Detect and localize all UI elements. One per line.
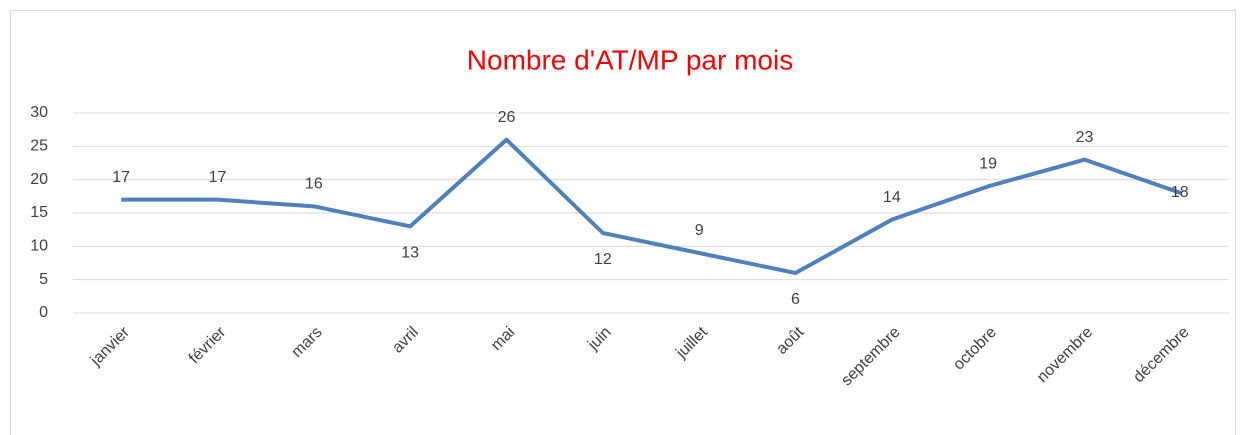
y-tick-label: 5: [39, 271, 48, 288]
line-series: [121, 137, 1182, 275]
data-label: 12: [594, 251, 612, 268]
data-label: 26: [498, 109, 516, 126]
y-tick-label: 15: [30, 204, 48, 221]
x-tick-label: février: [186, 323, 230, 367]
y-tick-label: 0: [39, 304, 48, 321]
y-tick-label: 25: [30, 138, 48, 155]
x-tick-label: juillet: [672, 323, 711, 362]
x-tick-label: août: [773, 323, 807, 357]
data-label: 23: [1076, 129, 1094, 146]
data-label: 17: [209, 169, 227, 186]
data-label: 14: [883, 189, 901, 206]
data-label: 18: [1171, 184, 1189, 201]
x-tick-label: juin: [584, 324, 614, 354]
data-label: 17: [112, 169, 130, 186]
x-tick-label: septembre: [838, 324, 904, 390]
x-tick-label: janvier: [87, 323, 134, 370]
x-tick-label: mars: [288, 324, 325, 361]
x-tick-label: novembre: [1034, 324, 1096, 386]
x-tick-label: octobre: [950, 324, 1000, 374]
y-tick-label: 30: [30, 104, 48, 121]
data-label: 19: [979, 156, 997, 173]
data-label: 9: [695, 222, 704, 239]
y-tick-label: 20: [30, 171, 48, 188]
chart-title: Nombre d'AT/MP par mois: [467, 44, 793, 75]
data-label: 13: [401, 245, 419, 262]
chart-border: [10, 10, 1236, 435]
data-label: 16: [305, 176, 323, 193]
x-tick-label: mai: [488, 324, 518, 354]
x-tick-label: décembre: [1130, 324, 1192, 386]
data-label: 6: [791, 291, 800, 308]
y-tick-label: 10: [30, 238, 48, 255]
x-tick-label: avril: [389, 324, 422, 357]
